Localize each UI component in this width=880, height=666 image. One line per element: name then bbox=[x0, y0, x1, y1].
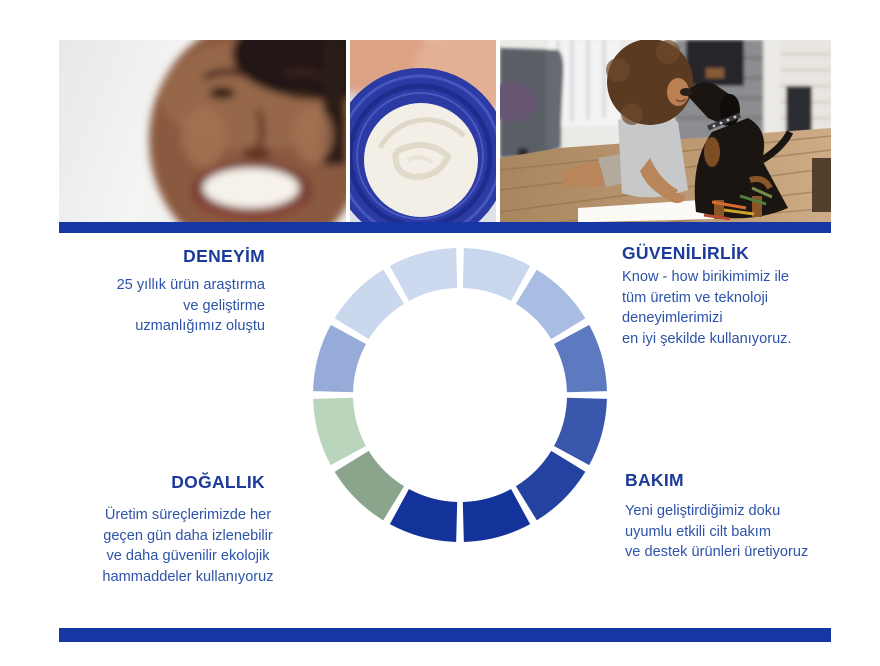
section-bakim-body: Yeni geliştirdiğimiz doku uyumlu etkili c… bbox=[625, 501, 840, 563]
body-line: geçen gün daha izlenebilir bbox=[103, 527, 273, 544]
ring-seg-4-to-5 bbox=[515, 450, 586, 521]
values-ring-diagram bbox=[313, 248, 607, 542]
cream-jar-photo bbox=[350, 40, 496, 222]
ring-seg-11-to-12 bbox=[389, 248, 458, 301]
ring-seg-8-to-9 bbox=[313, 397, 366, 466]
smiling-woman-photo bbox=[59, 40, 346, 222]
body-line: ve daha güvenilir ekolojik bbox=[106, 548, 270, 565]
section-guvenilirlik: GÜVENİLİRLİK Know - how birikimimiz ile t… bbox=[622, 243, 847, 349]
section-dogallik: DOĞALLIK Üretim süreçlerimizde her geçen … bbox=[92, 472, 284, 587]
section-deneyim-body: 25 yıllık ürün araştırma ve geliştirme uzm… bbox=[60, 275, 265, 337]
section-bakim-title: BAKIM bbox=[625, 470, 684, 490]
ring-seg-2-to-3 bbox=[554, 324, 607, 393]
section-deneyim-title: DENEYİM bbox=[183, 246, 265, 266]
body-line: deneyimlerimizi bbox=[622, 310, 723, 327]
ring-seg-9-to-10 bbox=[313, 324, 366, 393]
section-guvenilirlik-title: GÜVENİLİRLİK bbox=[622, 243, 750, 263]
body-line: en iyi şekilde kullanıyoruz. bbox=[622, 330, 792, 347]
body-line: uyumlu etkili cilt bakım bbox=[625, 523, 771, 540]
body-line: hammaddeler kullanıyoruz bbox=[102, 568, 274, 585]
body-line: Yeni geliştirdiğimiz doku bbox=[625, 503, 781, 519]
ring-seg-7-to-8 bbox=[334, 450, 405, 521]
girl-with-dog-photo bbox=[500, 40, 831, 222]
ring-seg-5-to-6 bbox=[462, 489, 531, 542]
section-dogallik-title: DOĞALLIK bbox=[171, 472, 265, 492]
ring-seg-1-to-2 bbox=[515, 269, 586, 340]
body-line: Know - how birikimimiz ile bbox=[622, 269, 790, 285]
ring-seg-6-to-7 bbox=[389, 489, 458, 542]
section-dogallik-body: Üretim süreçlerimizde her geçen gün daha … bbox=[92, 505, 284, 587]
ring-seg-3-to-4 bbox=[554, 397, 607, 466]
body-line: Üretim süreçlerimizde her bbox=[104, 507, 272, 523]
body-line: uzmanlığımız oluştu bbox=[135, 318, 265, 335]
section-bakim: BAKIM Yeni geliştirdiğimiz doku uyumlu et… bbox=[625, 470, 840, 563]
top-divider-bar bbox=[59, 222, 831, 233]
body-line: 25 yıllık ürün araştırma bbox=[116, 277, 265, 293]
body-line: ve destek ürünleri üretiyoruz bbox=[625, 544, 809, 561]
section-guvenilirlik-body: Know - how birikimimiz ile tüm üretim ve … bbox=[622, 267, 847, 349]
ring-seg-10-to-11 bbox=[334, 269, 405, 340]
body-line: ve geliştirme bbox=[183, 297, 265, 314]
section-deneyim: DENEYİM 25 yıllık ürün araştırma ve geliş… bbox=[60, 246, 265, 337]
body-line: tüm üretim ve teknoloji bbox=[622, 289, 768, 306]
bottom-divider-bar bbox=[59, 628, 831, 642]
ring-seg-12-to-1 bbox=[462, 248, 531, 301]
